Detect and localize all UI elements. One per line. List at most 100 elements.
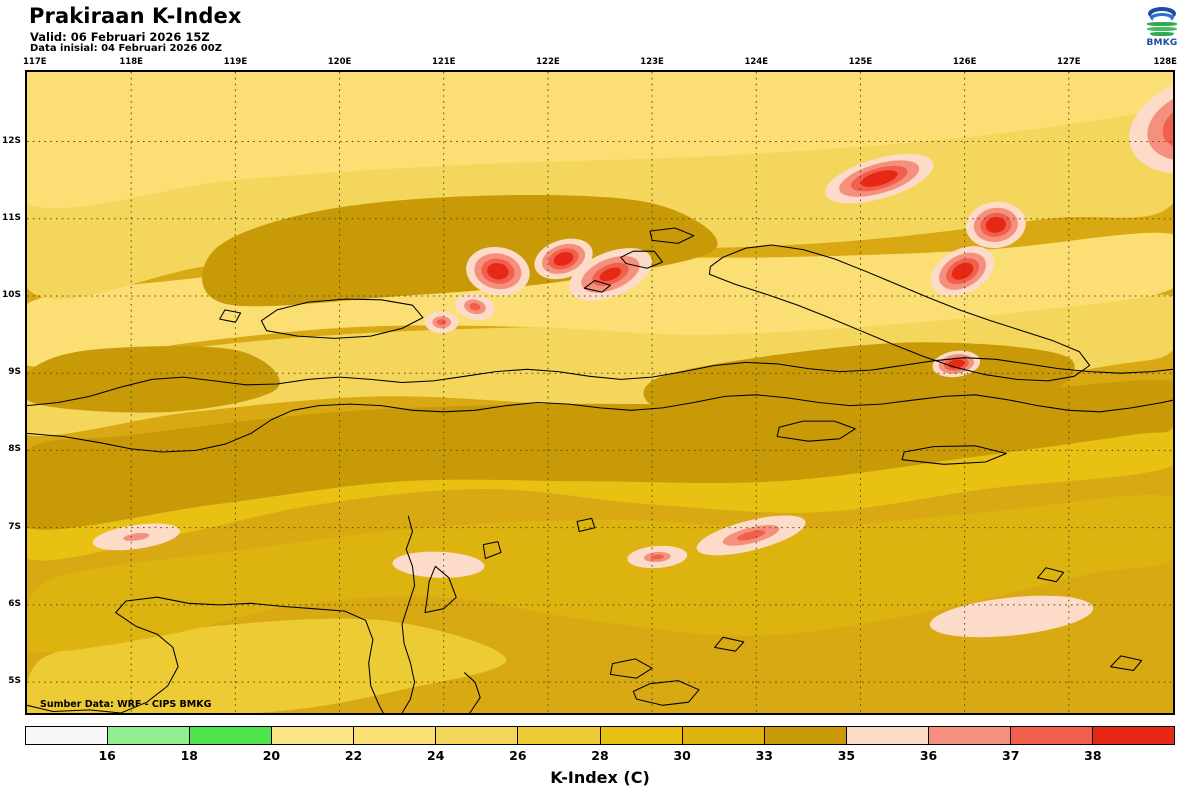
colorbar-tick: 18 [180,748,198,763]
colorbar-tick: 20 [262,748,281,763]
contour-band-yellow-far-south [27,72,1173,209]
initial-data-label: Data inisial: 04 Februari 2026 00Z [30,43,222,54]
coastline-sulawesi-south [27,596,384,713]
bmkg-logo: BMKG [1141,3,1183,51]
y-axis-tick: 12S [1,135,21,146]
colorbar-title: K-Index (C) [550,768,650,787]
coastline-kabaena [424,565,457,614]
publisher-credit: Pusat Meteorologi Publik BMKG - 2021 [40,711,280,713]
y-axis-tick: 6S [8,598,21,609]
coastline-banda-islet-b [1109,655,1143,672]
x-axis-tick: 127E [1057,57,1081,67]
hotspot-contour [392,551,485,578]
contour-band-yellow [27,294,1173,437]
hotspot-contour [985,217,1007,233]
colorbar-tick: 35 [837,748,856,763]
logo-disk [1145,3,1179,39]
colorbar-swatch[interactable] [1010,727,1094,744]
hotspot-contour [860,170,898,187]
colorbar[interactable] [25,726,1175,745]
colorbar-swatch[interactable] [764,727,847,744]
coastline-wakatobi [714,636,745,652]
x-axis-tick: 124E [744,57,769,67]
colorbar-tick: 38 [1084,748,1102,763]
source-credit: Sumber Data: WRF - CIPS BMKG [40,699,212,710]
map-canvas[interactable]: Sumber Data: WRF - CIPS BMKG Pusat Meteo… [25,70,1175,715]
colorbar-tick: 37 [1002,748,1020,763]
coastline-buton-north [632,680,700,706]
colorbar-swatch[interactable] [518,727,601,744]
header: Prakiraan K-Index Valid: 06 Februari 202… [0,0,1200,54]
coastline-wetar [901,445,1007,465]
hotspot-contour [951,262,974,280]
x-axis-tick: 128E [1153,57,1177,67]
x-axis-tick: 123E [640,57,664,67]
x-axis-tick: 122E [536,57,560,67]
hotspot-contour [736,530,766,541]
coastline-bone-east [464,672,481,713]
coastline-timor [708,244,1091,382]
coastline-sumba [260,298,424,339]
coastline-selayar-arc [401,515,416,713]
hotspot-contour [650,554,664,560]
hotspot-contour [469,303,481,311]
colorbar-swatch[interactable] [26,727,109,744]
colorbar-tick: 30 [673,748,691,763]
x-axis-tick: 126E [952,57,977,67]
coastline-savu [620,250,664,269]
x-axis-tick: 120E [327,57,352,67]
colorbar-tick: 36 [919,748,938,763]
x-axis-tick: 117E [23,57,47,67]
colorbar-swatch[interactable] [354,727,437,744]
hotspot-contour [487,262,509,280]
colorbar-swatch[interactable] [600,727,683,744]
colorbar-swatch[interactable] [1093,727,1175,744]
y-axis-tick: 11S [1,212,21,223]
contour-band-dark [27,494,1173,653]
colorbar-tick: 22 [344,748,363,763]
colorbar-swatch[interactable] [928,727,1011,744]
coastline-raijua [583,279,611,293]
colorbar-swatch[interactable] [190,727,273,744]
hotspot-contour [599,267,622,282]
colorbar-tick: 26 [509,748,527,763]
coastline-sunda-chain-south [27,357,1173,407]
colorbar-swatch[interactable] [846,727,929,744]
coastline-small-island-b [576,517,596,533]
colorbar-tick: 33 [755,748,773,763]
hotspot-contour [436,319,447,326]
coastline-small-island-a [482,541,502,560]
x-axis-tick: 119E [223,57,248,67]
contour-band-blotch-south [202,194,718,307]
colorbar-swatch[interactable] [682,727,765,744]
x-axis-tick: 121E [431,57,456,67]
colorbar-tick: 16 [98,748,116,763]
valid-time-label: Valid: 06 Februari 2026 15Z [30,30,210,44]
y-axis-tick: 7S [8,521,21,532]
y-axis-tick: 5S [8,676,21,687]
x-axis-tick: 125E [848,57,873,67]
map-contour-field [27,72,1173,713]
coastline-buton-south [609,658,653,679]
y-axis-tick: 9S [8,367,21,378]
contour-band-light [27,618,507,713]
colorbar-tick: 24 [427,748,445,763]
hotspot-contour [553,251,574,266]
x-axis-tick: 118E [119,57,143,67]
y-axis-tick: 10S [1,289,21,300]
coastline-sumba-islet [219,309,242,323]
colorbar-swatch[interactable] [272,727,355,744]
hotspot-contour [929,595,1094,638]
coastline-banda-islet-a [1037,567,1065,583]
coastline-sunda-chain-north [27,394,1173,453]
coastline-rote [649,227,695,244]
coastline-alor [776,420,856,442]
hotspot-contour [123,532,150,541]
colorbar-swatch[interactable] [436,727,519,744]
logo-label: BMKG [1146,38,1178,48]
page-title: Prakiraan K-Index [29,4,242,28]
y-axis-tick: 8S [8,444,21,455]
colorbar-tick: 28 [591,748,609,763]
colorbar-swatch[interactable] [108,727,191,744]
